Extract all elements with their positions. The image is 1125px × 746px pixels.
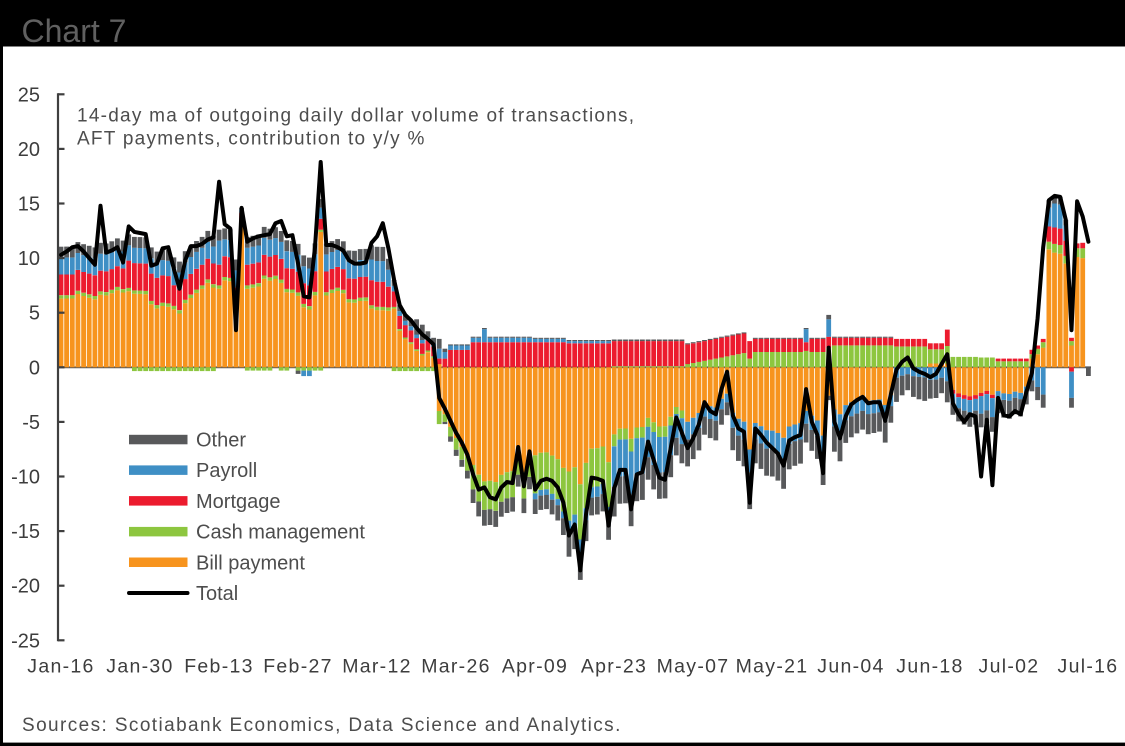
svg-text:Mar-12: Mar-12 — [342, 656, 412, 678]
svg-text:-20: -20 — [11, 576, 40, 598]
svg-text:Jan-30: Jan-30 — [106, 656, 173, 678]
svg-text:Jun-18: Jun-18 — [896, 656, 963, 678]
svg-text:May-21: May-21 — [736, 656, 809, 678]
svg-text:Jul-16: Jul-16 — [1058, 656, 1119, 678]
svg-text:Jul-02: Jul-02 — [979, 656, 1040, 678]
svg-text:20: 20 — [18, 139, 40, 161]
svg-text:Apr-23: Apr-23 — [581, 656, 647, 678]
svg-text:Bill payment: Bill payment — [196, 552, 305, 574]
svg-text:Chart 7: Chart 7 — [22, 13, 127, 49]
svg-text:Cash management: Cash management — [196, 522, 365, 544]
svg-text:-15: -15 — [11, 521, 40, 543]
svg-text:Total: Total — [196, 583, 238, 605]
svg-text:AFT payments, contribution to: AFT payments, contribution to y/y % — [77, 128, 426, 149]
svg-text:15: 15 — [18, 194, 40, 216]
svg-text:May-07: May-07 — [657, 656, 730, 678]
svg-text:Mortgage: Mortgage — [196, 491, 281, 513]
svg-text:Feb-13: Feb-13 — [184, 656, 254, 678]
svg-text:Feb-27: Feb-27 — [263, 656, 333, 678]
svg-text:Apr-09: Apr-09 — [502, 656, 568, 678]
svg-text:Payroll: Payroll — [196, 460, 257, 482]
svg-text:0: 0 — [29, 357, 40, 379]
svg-text:25: 25 — [18, 84, 40, 106]
svg-text:Jan-16: Jan-16 — [27, 656, 94, 678]
svg-text:Sources: Scotiabank Economics,: Sources: Scotiabank Economics, Data Scie… — [22, 715, 622, 736]
svg-text:-5: -5 — [22, 412, 40, 434]
svg-text:-25: -25 — [11, 630, 40, 652]
svg-text:14-day ma of outgoing daily do: 14-day ma of outgoing daily dollar volum… — [77, 106, 635, 127]
svg-text:10: 10 — [18, 248, 40, 270]
svg-text:5: 5 — [29, 303, 40, 325]
svg-text:Other: Other — [196, 430, 246, 452]
svg-text:-10: -10 — [11, 467, 40, 489]
svg-text:Jun-04: Jun-04 — [817, 656, 884, 678]
svg-text:Mar-26: Mar-26 — [421, 656, 491, 678]
